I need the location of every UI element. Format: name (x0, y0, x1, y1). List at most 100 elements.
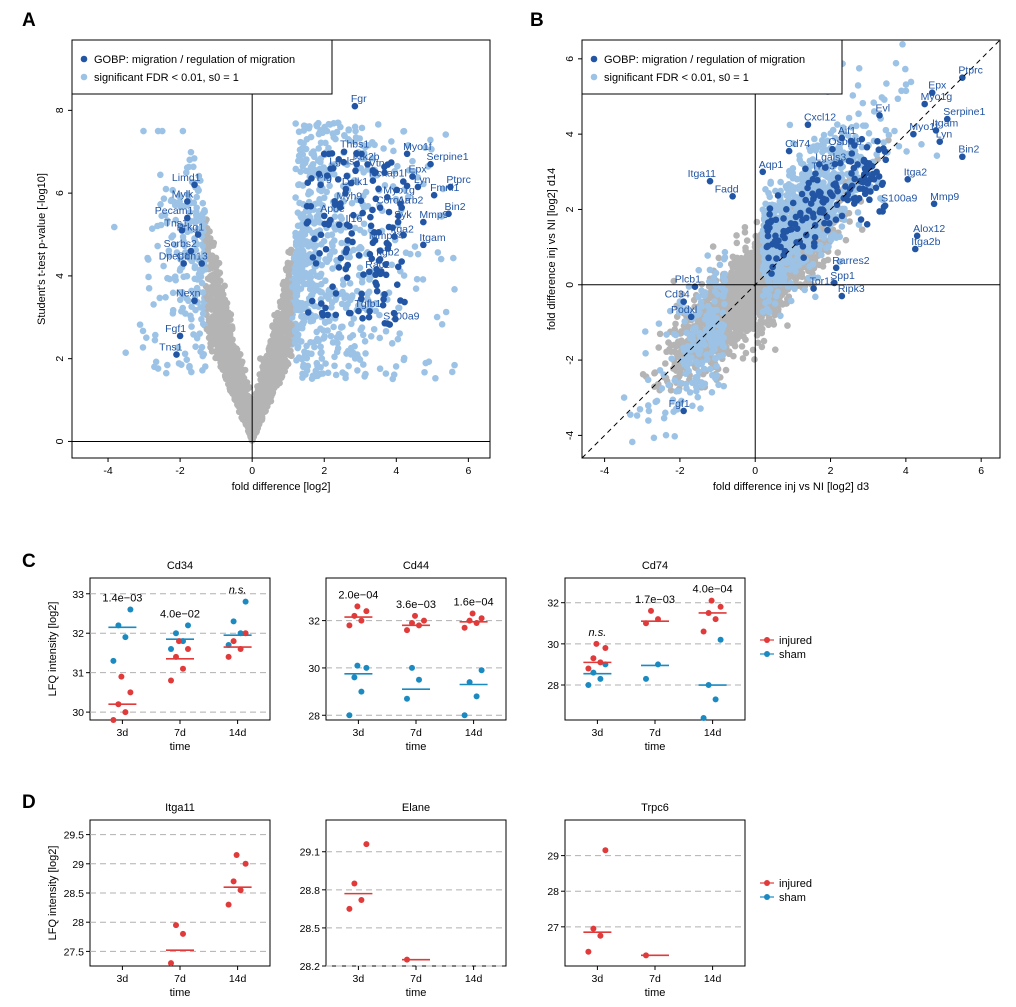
data-point (338, 215, 346, 223)
data-point (400, 272, 408, 279)
data-point (190, 163, 197, 171)
data-point (400, 231, 407, 239)
highlighted-point (447, 183, 454, 191)
data-point (381, 163, 388, 171)
data-point (268, 364, 276, 372)
data-point (383, 239, 391, 247)
data-point (157, 201, 164, 208)
data-point (274, 357, 282, 365)
data-point (316, 249, 323, 257)
gene-label: Myo1f (403, 141, 432, 153)
data-point (245, 414, 253, 421)
data-point (201, 208, 209, 216)
data-point (214, 353, 221, 361)
data-point (344, 347, 352, 355)
data-point (372, 299, 380, 307)
data-point (317, 280, 325, 288)
data-point (239, 392, 247, 400)
data-point (342, 304, 350, 312)
data-point (389, 224, 396, 231)
data-point (310, 148, 317, 155)
data-point (784, 322, 791, 329)
data-point (280, 286, 288, 294)
data-point (321, 123, 328, 131)
data-point (293, 251, 301, 258)
data-point (162, 369, 170, 377)
data-point (374, 121, 382, 128)
data-point (390, 147, 397, 155)
data-point (364, 295, 371, 303)
data-point (382, 261, 389, 268)
data-point (205, 303, 212, 310)
data-point (181, 350, 189, 358)
data-point (304, 309, 312, 316)
data-point (272, 335, 280, 343)
data-point (824, 256, 832, 264)
data-point (427, 136, 434, 144)
data-point (179, 127, 187, 135)
data-point (411, 243, 419, 250)
data-point (162, 185, 170, 193)
data-point (302, 159, 309, 167)
data-point (186, 208, 194, 216)
data-point (320, 150, 328, 158)
data-point (307, 164, 315, 171)
data-point (171, 273, 179, 281)
data-point (280, 278, 288, 286)
data-point (381, 291, 388, 298)
data-point (233, 346, 241, 353)
data-point (288, 283, 296, 291)
gene-label: Dclk1 (342, 176, 368, 188)
gene-label: Bin2 (445, 201, 466, 213)
gene-label: Pecam1 (155, 205, 194, 217)
data-point (322, 292, 330, 300)
data-point (360, 192, 367, 200)
data-point (310, 339, 318, 346)
data-point (319, 129, 326, 137)
data-point (183, 164, 191, 172)
data-point (432, 374, 439, 382)
data-point (451, 286, 458, 293)
gene-label: Apoe (320, 203, 345, 215)
data-point (372, 271, 379, 279)
highlighted-point (317, 181, 324, 189)
data-point (317, 231, 325, 239)
data-point (328, 248, 336, 255)
data-point (354, 367, 361, 374)
panel-labels: A B C D (22, 10, 544, 813)
data-point (293, 280, 301, 288)
data-point (318, 309, 326, 317)
data-point (392, 363, 400, 370)
data-point (320, 237, 328, 245)
data-point (401, 298, 408, 306)
data-point (274, 309, 281, 317)
data-point (376, 334, 384, 342)
data-point (448, 368, 456, 376)
data-point (722, 366, 730, 374)
data-point (375, 185, 382, 193)
data-point (136, 321, 144, 328)
data-point (145, 273, 152, 281)
highlighted-point (184, 198, 191, 205)
data-point (337, 123, 344, 131)
data-point (364, 161, 371, 168)
data-point (311, 235, 318, 243)
data-point (215, 259, 223, 267)
data-point (739, 355, 747, 362)
y-tick-label: 8 (54, 107, 66, 113)
data-point (414, 174, 422, 181)
data-point (834, 249, 842, 256)
data-point (400, 127, 408, 135)
data-point (317, 325, 324, 333)
data-point (304, 179, 312, 187)
gene-label: Mmp14 (369, 230, 404, 242)
data-point (337, 254, 345, 262)
legend-text-gobp: GOBP: migration / regulation of migratio… (94, 54, 295, 66)
data-point (255, 384, 263, 392)
data-point (332, 311, 340, 319)
data-point (400, 356, 408, 364)
data-point (451, 361, 458, 369)
data-point (358, 324, 366, 331)
gene-label: Arrb2 (398, 195, 424, 207)
